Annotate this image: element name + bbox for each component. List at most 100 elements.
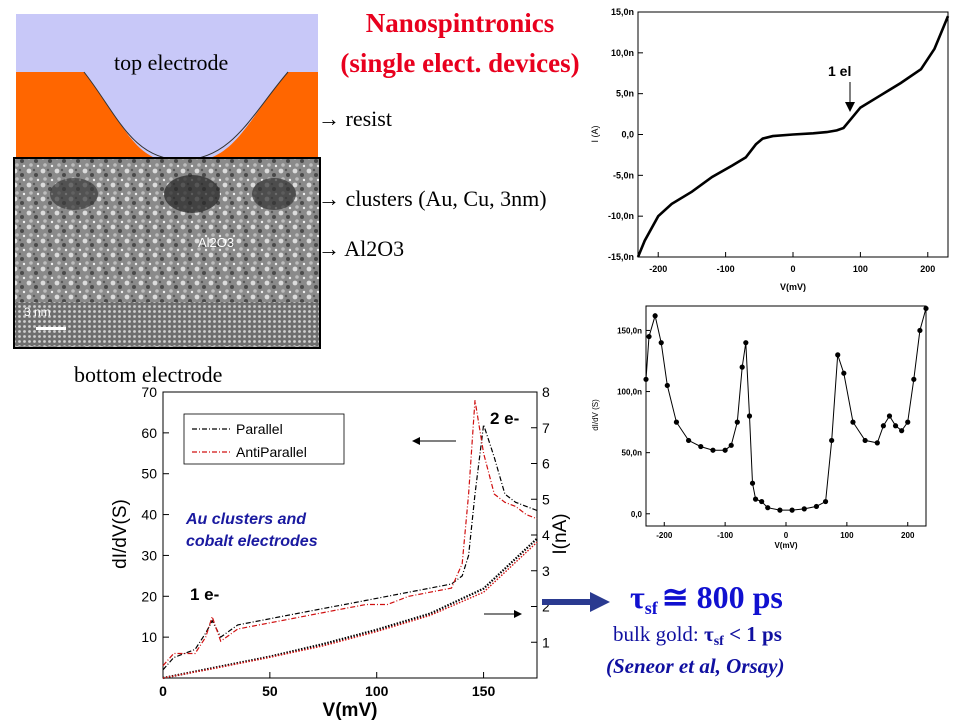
didv-point [739,364,745,370]
didv-point [850,419,856,425]
legend-parallel-label: Parallel [236,421,283,437]
result-arrow [542,592,610,612]
didv-point [743,340,749,346]
didv-point [698,443,704,450]
iv-ytick-label: -5,0n [613,170,634,180]
iv-annotation: 1 el [828,63,851,79]
didv-point [652,313,658,319]
scale-bar-label: 3 nm [24,305,51,319]
annotation-2e: 2 e- [490,409,519,428]
main-y2label: I(nA) [550,513,570,554]
didv-point [923,305,929,312]
al2o3-arrow: → [318,236,340,261]
main-ytick-label: 10 [141,629,157,645]
didv-point [646,333,652,340]
didv-chart: 150,0n 100,0n 50,0n 0,0 -200 -100 0 100 200 V(m… [591,305,929,550]
didv-xtick-label: 100 [840,531,854,540]
didv-point [710,447,716,453]
didv-ytick-label: 50,0n [622,449,643,458]
antiparallel-current-line [162,541,538,679]
iv-xtick-label: 100 [853,264,868,274]
didv-point [722,447,728,453]
didv-point [905,419,911,425]
didv-point [749,480,756,486]
resist-text: resist [345,106,392,131]
didv-point [673,419,680,425]
main-y2tick-label: 2 [542,599,550,615]
didv-xtick-label: -100 [717,531,734,540]
didv-point [643,376,649,382]
didv-xlabel: V(mV) [774,541,797,550]
title-line-2: (single elect. devices) [340,48,580,78]
main-xtick-label: 50 [262,683,278,699]
iv-xtick-label: 200 [920,264,935,274]
didv-point [899,428,905,434]
didv-point [886,413,893,419]
didv-point [835,352,841,358]
annotation-1e: 1 e- [190,585,219,604]
iv-ytick-label: 10,0n [611,48,634,58]
main-ytick-label: 20 [141,588,157,604]
legend-box [183,413,345,465]
cluster-2 [164,175,220,213]
didv-point [822,498,829,505]
iv-xlabel: V(mV) [780,282,806,292]
bulk-gold-value: < 1 ps [729,622,782,646]
didv-point [841,370,847,376]
annotation-au-clusters: Au clusters and [185,511,307,528]
iv-ytick-label: 15,0n [611,7,634,17]
bulk-gold-note: bulk gold: τsf < 1 ps [613,622,782,650]
didv-plot-frame [645,305,927,527]
didv-ytick-label: 0,0 [631,510,643,519]
didv-point [813,503,820,510]
didv-point [862,437,868,444]
left-axis-arrowhead [412,437,420,445]
didv-point [874,440,880,446]
didv-point [911,376,917,382]
didv-point [759,498,765,505]
didv-point [765,505,771,511]
iv-xtick-label: -200 [649,264,667,274]
clusters-text: clusters (Au, Cu, 3nm) [345,186,547,211]
title-line-1: Nanospintronics [365,8,555,38]
clusters-arrow: → [318,186,340,211]
didv-point [801,506,807,512]
didv-xtick-label: 200 [901,531,915,540]
iv-ytick-label: 0,0 [621,130,634,140]
didv-xtick-label: 0 [784,531,789,540]
resist-arrow: → [318,106,340,131]
didv-point [728,442,734,448]
iv-chart: 15,0n 10,0n 5,0n 0,0 -5,0n -10,0n -15,0n -200 -… [590,7,950,292]
resist-label: → resist [318,106,392,132]
iv-annotation-arrowhead [845,102,855,112]
tau-symbol: τ [630,579,645,615]
main-chart: 10 20 30 40 50 60 70 1 2 3 4 5 6 7 8 0 50 100 150 Parall… [110,384,570,720]
parallel-series-line [162,424,538,671]
top-electrode-label: top electrode [114,50,229,75]
didv-point [829,437,835,444]
main-ytick-label: 40 [141,507,157,523]
main-xlabel: V(mV) [323,700,378,720]
tau-subscript: sf [644,598,658,618]
main-ytick-label: 70 [141,384,157,400]
clusters-label: → clusters (Au, Cu, 3nm) [318,186,547,212]
main-y2tick-label: 5 [542,491,550,507]
iv-ylabel: I (A) [590,125,600,142]
iv-ytick-label: -15,0n [608,252,634,262]
tem-al2o3-label: Al2O3 [198,235,234,250]
iv-ytick-label: -10,0n [608,211,634,221]
didv-xtick-label: -200 [656,531,673,540]
reference-note: (Seneor et al, Orsay) [606,654,785,678]
didv-ytick-label: 150,0n [617,326,642,335]
didv-point [686,437,692,444]
didv-point [734,419,740,425]
main-xtick-label: 100 [365,683,389,699]
device-cross-section: Al2O3 3 nm [13,14,321,349]
bulk-gold-prefix: bulk gold: [613,622,705,646]
iv-xtick-label: -100 [717,264,735,274]
didv-point [777,507,783,513]
right-axis-arrowhead [514,610,522,618]
didv-point [658,340,664,346]
didv-point [892,423,899,429]
main-ytick-label: 50 [141,466,157,482]
